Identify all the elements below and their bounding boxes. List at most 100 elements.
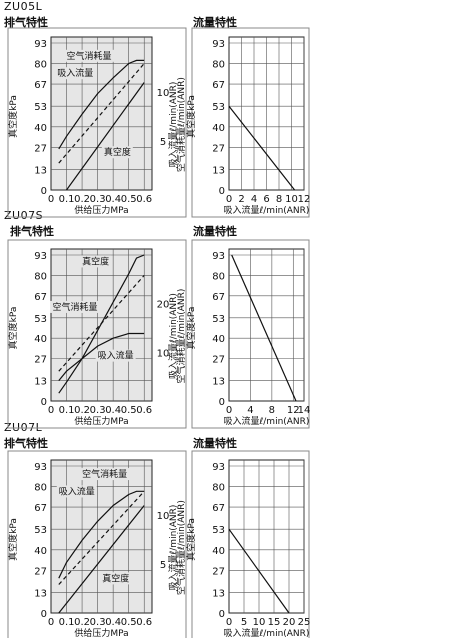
zu07l-exhaust-series-0 (58, 490, 145, 579)
zu05l-flow-xtick-4: 8 (276, 194, 282, 205)
zu05l-exhaust-series-1 (58, 63, 145, 164)
zu07s-exhaust-xtick-2: 0.2 (74, 405, 90, 416)
zu07l-flow-ytick-5: 67 (212, 503, 225, 514)
zu07l-exhaust-ytick-2: 27 (34, 566, 47, 577)
zu05l-exhaust-y2label-1: 吸入流量ℓ/min(ANR) (167, 82, 179, 168)
zu07s-exhaust-plot-area (50, 248, 153, 402)
zu07l-exhaust-frame (7, 450, 187, 638)
zu07s-flow-ytick-5: 67 (212, 292, 225, 303)
zu07s-exhaust-xtick-3: 0.3 (90, 405, 106, 416)
zu05l-flow-frame (191, 27, 310, 218)
zu07s-flow-ytick-6: 80 (212, 271, 225, 282)
zu07l-exhaust-y2label-2: 空气消耗量ℓ/min(ANR) (175, 500, 187, 595)
zu05l-exhaust-xlabel: 供给压力MPa (74, 204, 128, 216)
zu05l-exhaust-xtick-4: 0.4 (105, 194, 121, 205)
zu05l-exhaust-series-0 (58, 59, 145, 150)
zu05l-exhaust-ytick-2: 27 (34, 143, 47, 154)
zu07s-exhaust-ytick-0: 0 (41, 397, 47, 408)
zu07s-exhaust-annotation-bg-1 (50, 300, 100, 313)
zu07s-exhaust-ytick-7: 93 (34, 251, 47, 262)
zu07l-flow-xtick-4: 20 (283, 617, 296, 628)
section-title-flow-zu07l: 流量特性 (193, 437, 237, 450)
zu05l-exhaust-ytick-3: 40 (34, 123, 47, 134)
zu05l-flow-ylabel: 真空度kPa (185, 95, 197, 138)
section-title-exhaust-zu05l: 排气特性 (4, 16, 48, 29)
zu07s-exhaust-annotation-0: 真空度 (82, 255, 109, 267)
zu05l-flow-xlabel: 吸入流量ℓ/min(ANR) (224, 204, 310, 216)
zu07l-exhaust-y2label-1: 吸入流量ℓ/min(ANR) (167, 505, 179, 591)
zu05l-exhaust-annotation-1: 吸入流量 (57, 67, 93, 79)
zu07s-flow-xlabel: 吸入流量ℓ/min(ANR) (224, 415, 310, 427)
zu07s-exhaust-ytick-5: 67 (34, 292, 47, 303)
zu07l-flow-xtick-1: 5 (241, 617, 247, 628)
zu07l-exhaust-annotation-1: 吸入流量 (59, 485, 95, 497)
zu07s-exhaust-xlabel: 供给压力MPa (74, 415, 128, 427)
zu07l-exhaust-series-2 (58, 505, 145, 614)
zu07s-flow-frame (191, 239, 310, 429)
zu05l-exhaust-ytick-1: 13 (34, 165, 47, 176)
zu05l-exhaust-frame (7, 27, 187, 218)
zu07s-exhaust-annotation-1: 空气消耗量 (53, 301, 98, 313)
zu05l-exhaust-ytick-0: 0 (41, 186, 47, 197)
zu05l-flow-xtick-6: 12 (298, 194, 311, 205)
zu07s-exhaust-frame (7, 239, 187, 429)
zu07l-flow-ylabel: 真空度kPa (185, 518, 197, 561)
zu07s-flow-ytick-1: 13 (212, 377, 225, 388)
zu05l-flow-xtick-1: 2 (238, 194, 244, 205)
zu05l-exhaust-series-2 (66, 82, 145, 191)
zu05l-flow-xtick-3: 6 (263, 194, 269, 205)
zu07s-exhaust-annotation-bg-0 (80, 255, 112, 268)
zu07l-exhaust-y2tick-0: 5 (160, 560, 166, 571)
zu05l-exhaust-ytick-4: 53 (34, 102, 47, 113)
zu05l-flow-ytick-1: 13 (212, 165, 225, 176)
zu07s-exhaust-xtick-4: 0.4 (105, 405, 121, 416)
zu07l-exhaust-ytick-3: 40 (34, 546, 47, 557)
zu05l-exhaust-xtick-1: 0.1 (59, 194, 75, 205)
zu07s-flow-ytick-0: 0 (219, 397, 225, 408)
zu07s-exhaust-y2tick-1: 20 (157, 300, 170, 311)
zu07s-exhaust-xtick-1: 0.1 (59, 405, 75, 416)
zu07s-exhaust-series-0 (58, 254, 145, 394)
zu07s-flow-ytick-3: 40 (212, 334, 225, 345)
zu07s-flow-xtick-1: 4 (247, 405, 253, 416)
zu07s-flow-ylabel: 真空度kPa (185, 307, 197, 350)
zu05l-exhaust-annotation-0: 空气消耗量 (67, 50, 112, 62)
zu05l-flow-ytick-5: 67 (212, 80, 225, 91)
zu07s-exhaust-series-1 (58, 275, 145, 372)
zu05l-exhaust-ylabel: 真空度kPa (7, 95, 19, 138)
zu07s-flow-xtick-0: 0 (226, 405, 232, 416)
zu07l-exhaust-plot-area (50, 459, 153, 614)
zu07s-exhaust-ytick-6: 80 (34, 271, 47, 282)
zu07s-flow-xtick-3: 12 (287, 405, 300, 416)
zu07s-exhaust-y2label-2: 空气消耗量ℓ/min(ANR) (175, 289, 187, 384)
zu07l-exhaust-xtick-4: 0.4 (105, 617, 121, 628)
zu05l-flow-ytick-0: 0 (219, 186, 225, 197)
zu07s-exhaust-xtick-0: 0 (48, 405, 54, 416)
zu05l-flow-ytick-2: 27 (212, 143, 225, 154)
zu07l-exhaust-ylabel: 真空度kPa (7, 518, 19, 561)
zu07l-flow-xtick-0: 0 (226, 617, 232, 628)
zu07s-flow-xtick-4: 14 (298, 405, 311, 416)
zu07l-exhaust-ytick-7: 93 (34, 462, 47, 473)
zu07l-exhaust-annotation-2: 真空度 (102, 572, 129, 584)
section-title-exhaust-zu07l: 排气特性 (4, 437, 48, 450)
zu05l-exhaust-y2tick-1: 10 (157, 88, 170, 99)
zu07l-flow-series-0 (228, 528, 290, 614)
zu07l-flow-xlabel: 吸入流量ℓ/min(ANR) (224, 627, 310, 638)
zu07s-flow-series-0 (231, 254, 297, 402)
zu07l-exhaust-xtick-3: 0.3 (90, 617, 106, 628)
model-label-zu07s: ZU07S (4, 209, 44, 222)
zu07s-exhaust-ytick-1: 13 (34, 377, 47, 388)
zu05l-flow-ytick-4: 53 (212, 102, 225, 113)
zu07l-exhaust-xtick-2: 0.2 (74, 617, 90, 628)
zu05l-exhaust-y2label-2: 空气消耗量ℓ/min(ANR) (175, 77, 187, 172)
zu07s-exhaust-ytick-2: 27 (34, 355, 47, 366)
zu07s-exhaust-y2tick-0: 10 (157, 348, 170, 359)
zu07s-exhaust-series-2 (58, 332, 145, 381)
zu07l-flow-frame (191, 450, 310, 638)
zu07s-exhaust-ytick-3: 40 (34, 334, 47, 345)
zu05l-exhaust-annotation-bg-2 (101, 146, 133, 159)
zu07l-exhaust-ytick-4: 53 (34, 525, 47, 536)
zu07l-flow-ytick-3: 40 (212, 546, 225, 557)
zu07l-exhaust-xlabel: 供给压力MPa (74, 627, 128, 638)
